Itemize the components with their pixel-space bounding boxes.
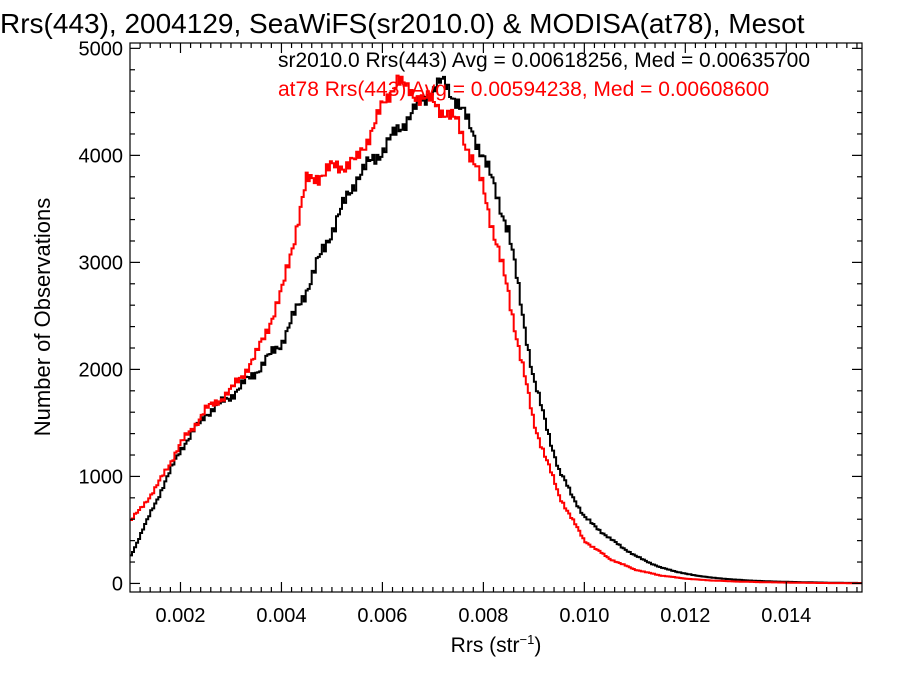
y-tick-label: 2000 [79, 359, 124, 381]
axis-layer: 0.002 0.004 0.006 0.008 0.010 0.012 0.014 0 1000… [79, 38, 862, 627]
y-tick-label: 4000 [79, 145, 124, 167]
plot-frame [129, 42, 863, 593]
y-axis-label: Number of Observations [30, 198, 55, 436]
legend-entry-series-2: at78 Rrs(443) Avg = 0.00594238, Med = 0.… [278, 78, 769, 101]
x-axis-label-main: Rrs (str [451, 634, 520, 657]
x-tick-label: 0.010 [559, 605, 609, 627]
series-layer [130, 74, 862, 585]
x-tick-label: 0.002 [155, 605, 205, 627]
legend-entry-series-1: sr2010.0 Rrs(443) Avg = 0.00618256, Med … [278, 49, 810, 72]
chart-title: Rrs(443), 2004129, SeaWiFS(sr2010.0) & M… [0, 8, 805, 39]
x-tick-label: 0.006 [357, 605, 407, 627]
y-tick-label: 5000 [79, 38, 124, 60]
y-tick-label: 0 [112, 573, 123, 595]
x-axis-label: Rrs (str−1) [451, 632, 542, 657]
y-tick-label: 1000 [79, 466, 124, 488]
series-at78-line [130, 74, 862, 585]
x-axis-label-close: ) [534, 634, 541, 657]
x-axis-label-sup: −1 [520, 632, 535, 647]
series-sr2010-line [130, 75, 862, 584]
y-tick-label: 3000 [79, 252, 124, 274]
x-tick-label: 0.004 [256, 605, 306, 627]
x-tick-label: 0.012 [660, 605, 710, 627]
x-tick-label: 0.014 [761, 605, 811, 627]
x-tick-label: 0.008 [458, 605, 508, 627]
